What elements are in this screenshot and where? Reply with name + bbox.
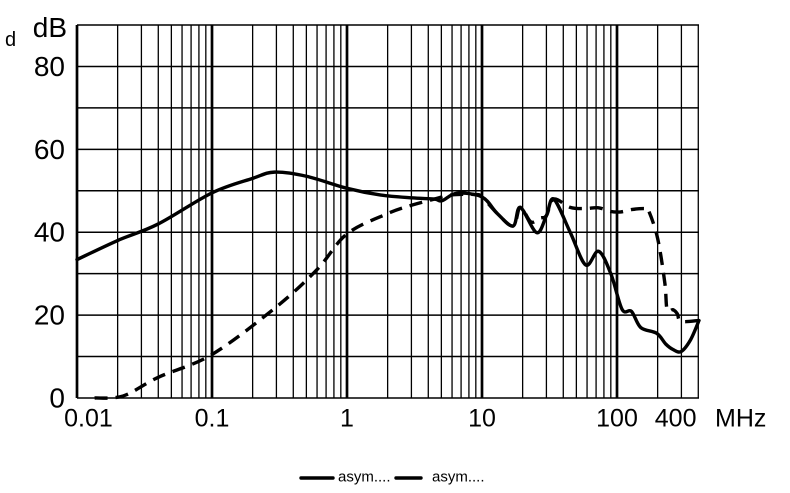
svg-text:MHz: MHz bbox=[715, 405, 766, 433]
svg-text:80: 80 bbox=[34, 51, 65, 82]
svg-text:100: 100 bbox=[596, 405, 638, 433]
svg-text:20: 20 bbox=[34, 300, 65, 331]
svg-text:0.1: 0.1 bbox=[195, 405, 230, 433]
svg-text:dB: dB bbox=[33, 12, 67, 43]
svg-text:asym....: asym.... bbox=[432, 469, 485, 486]
svg-text:1: 1 bbox=[340, 405, 354, 433]
svg-text:asym....: asym.... bbox=[338, 469, 391, 486]
svg-text:400: 400 bbox=[655, 405, 697, 433]
svg-text:10: 10 bbox=[468, 405, 496, 433]
svg-text:0: 0 bbox=[49, 383, 65, 414]
svg-text:d: d bbox=[5, 29, 16, 51]
svg-text:60: 60 bbox=[34, 134, 65, 165]
svg-text:40: 40 bbox=[34, 217, 65, 248]
svg-text:0.01: 0.01 bbox=[64, 405, 113, 433]
